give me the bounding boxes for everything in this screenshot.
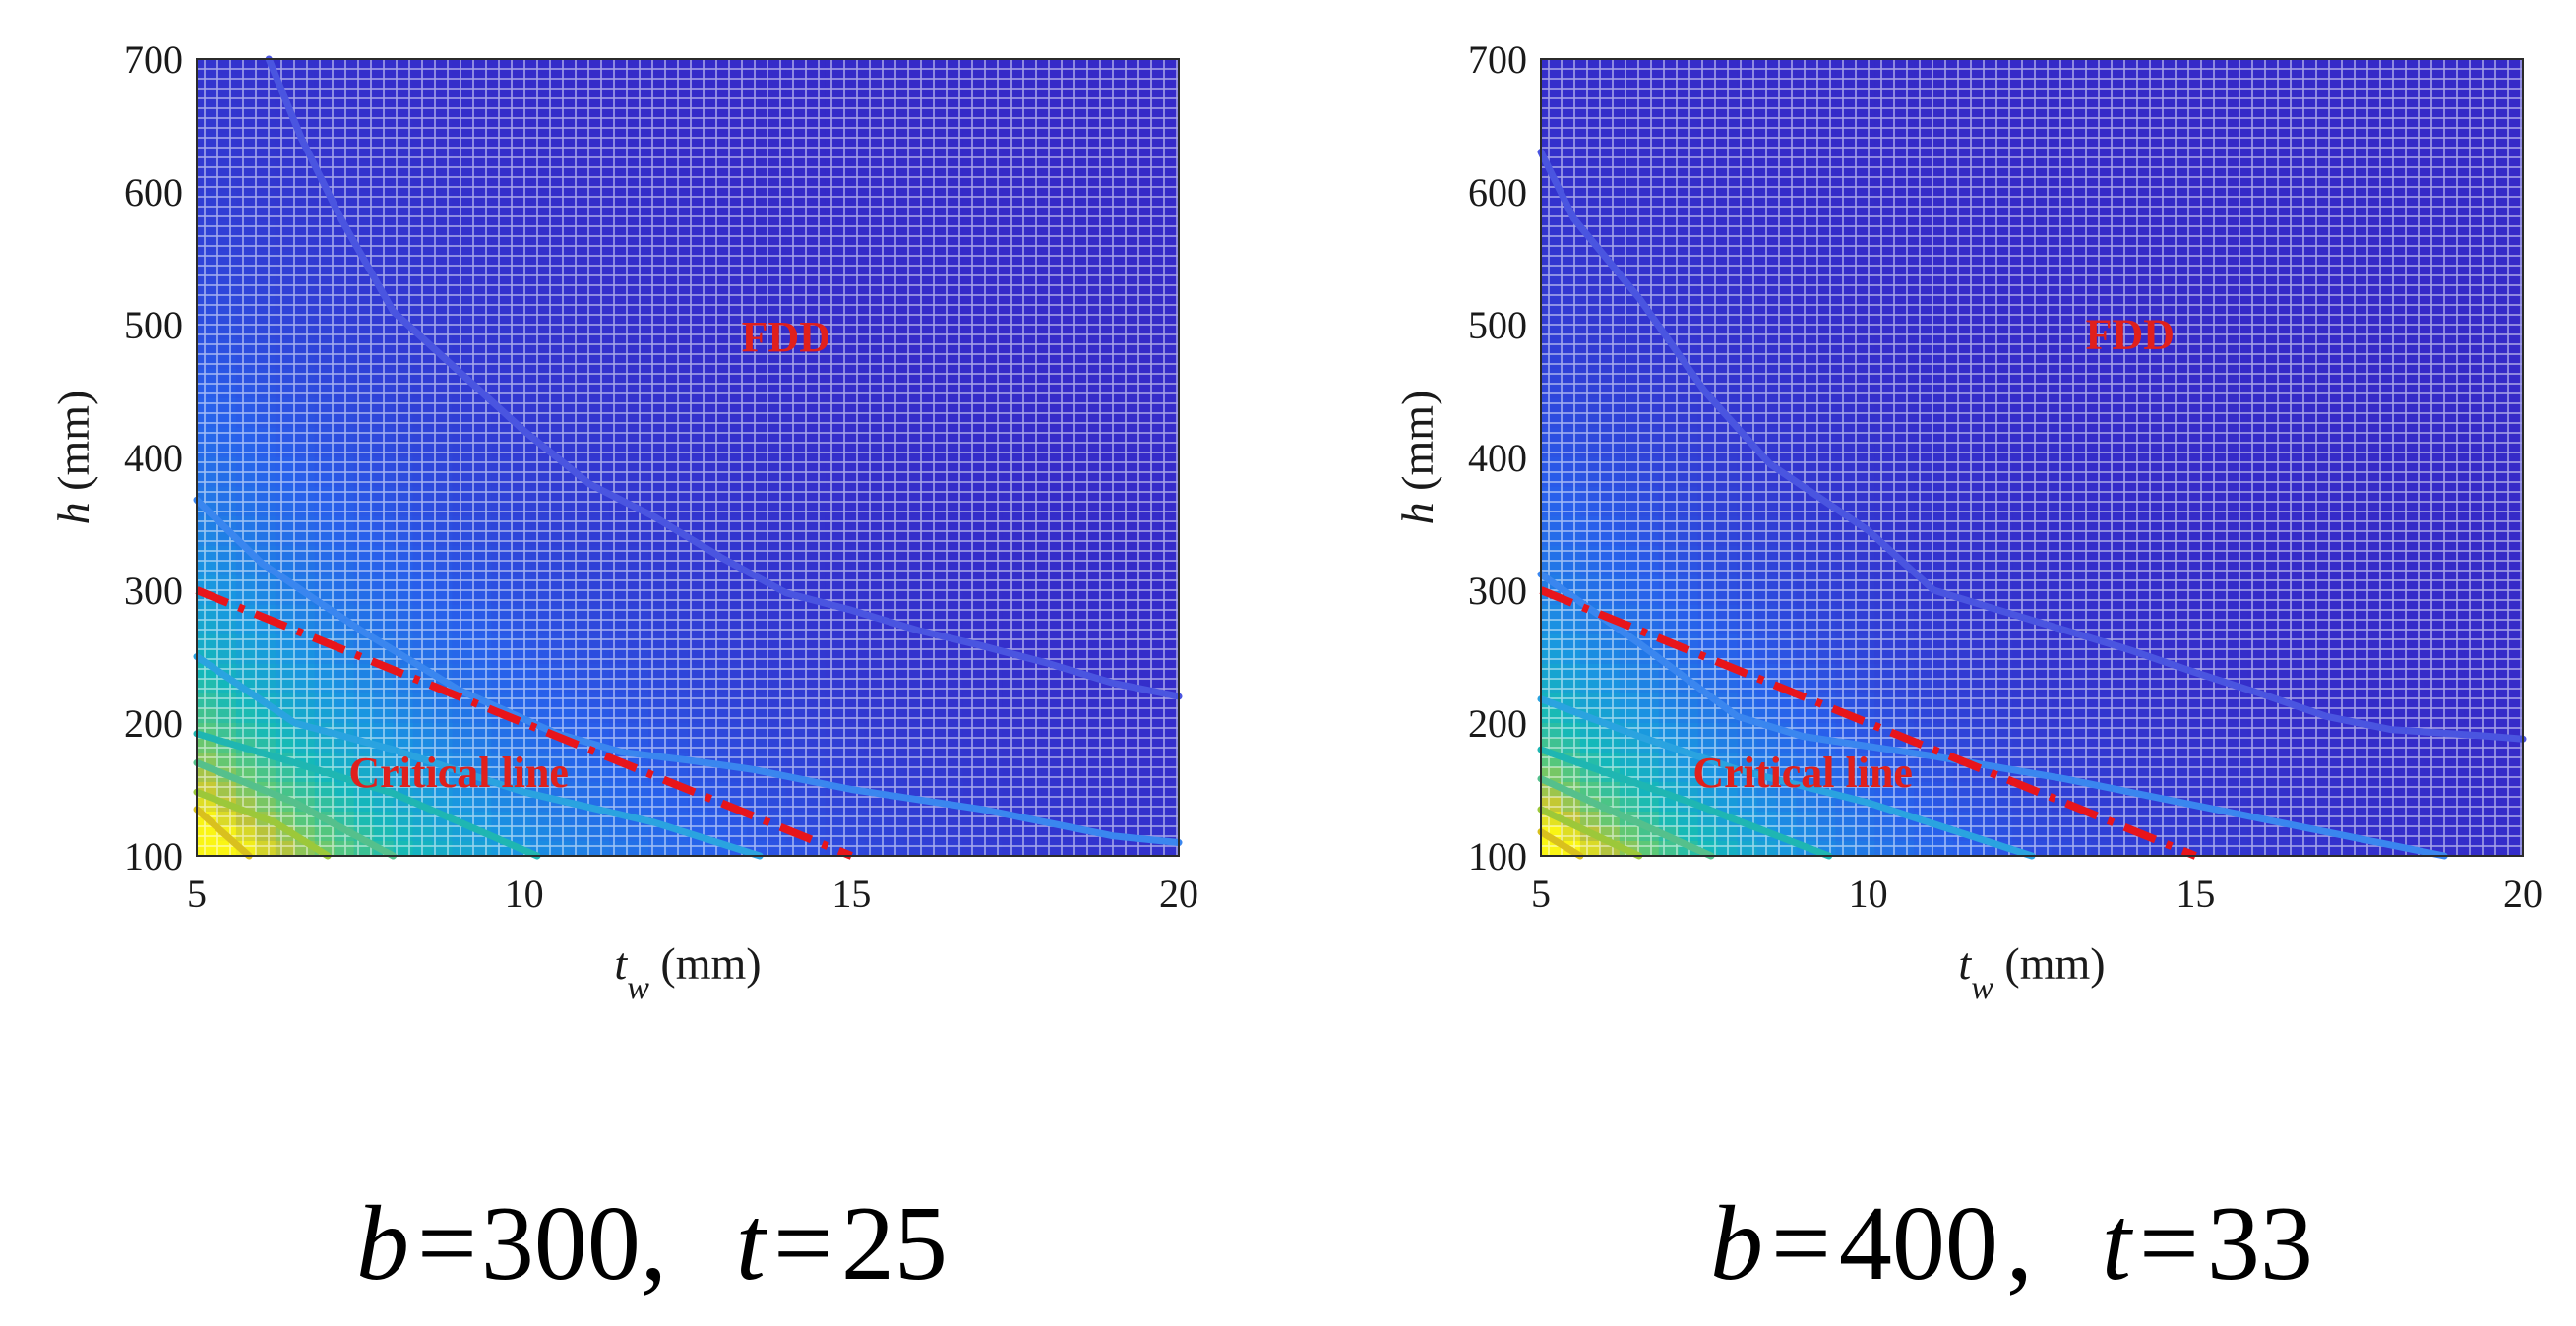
plot-frame bbox=[196, 58, 1180, 857]
y-tick-label: 300 bbox=[124, 569, 183, 613]
contour-line bbox=[193, 806, 253, 860]
x-tick-label: 20 bbox=[1159, 872, 1198, 916]
y-tick-label: 200 bbox=[124, 701, 183, 746]
contour-line bbox=[193, 788, 332, 860]
y-tick-labels: 100 200 300 400 500 600 700 bbox=[124, 37, 183, 878]
y-tick-label: 600 bbox=[124, 170, 183, 214]
y-axis-symbol: h bbox=[48, 502, 98, 524]
x-axis-subscript: w bbox=[627, 970, 649, 1006]
contour-line bbox=[193, 730, 541, 860]
panel-right: FDD Critical line 5 10 15 20 10020030040050… bbox=[1392, 37, 2543, 1006]
mesh-grid bbox=[197, 59, 1179, 856]
x-axis-symbol: t bbox=[614, 938, 628, 989]
contour-line bbox=[193, 496, 1183, 846]
x-axis-unit: (mm) bbox=[649, 938, 762, 989]
x-tick-label: 5 bbox=[187, 872, 207, 916]
y-tick-label: 100 bbox=[124, 834, 183, 878]
contour-line bbox=[193, 653, 764, 860]
contour-line bbox=[265, 55, 1183, 700]
y-axis-label: h (mm) bbox=[48, 391, 98, 525]
contour-line bbox=[193, 759, 398, 860]
panel-left: FDD Critical line 5 10 15 20 100 200 300 400 50… bbox=[48, 37, 1198, 1006]
x-tick-label: 10 bbox=[505, 872, 544, 916]
critical-line-label: Critical line bbox=[348, 749, 569, 797]
contour-lines bbox=[193, 55, 1183, 860]
y-tick-label: 500 bbox=[124, 303, 183, 347]
y-tick-label: 700 bbox=[124, 37, 183, 82]
critical-line bbox=[195, 586, 853, 860]
y-tick-label: 400 bbox=[124, 436, 183, 480]
x-axis-label: tw (mm) bbox=[614, 938, 761, 1006]
fdd-label: FDD bbox=[742, 313, 830, 361]
x-tick-label: 15 bbox=[831, 872, 871, 916]
x-tick-labels: 5 10 15 20 bbox=[187, 872, 1198, 916]
y-axis-unit: (mm) bbox=[48, 391, 98, 503]
